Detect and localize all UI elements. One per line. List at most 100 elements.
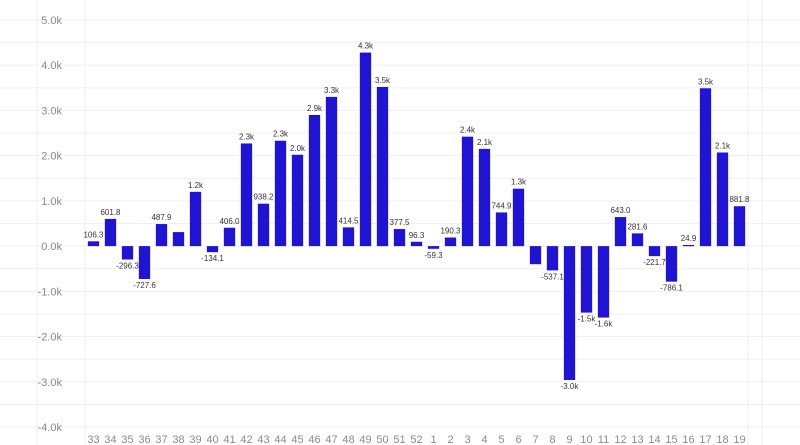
y-tick-label: -1.0k xyxy=(38,286,63,298)
x-tick-label: 33 xyxy=(87,434,99,445)
data-label: 281.6 xyxy=(627,222,648,231)
x-tick-label: 2 xyxy=(447,434,453,445)
data-label: 2.3k xyxy=(239,132,255,141)
x-tick-label: 42 xyxy=(240,434,252,445)
data-label: -786.1 xyxy=(660,284,683,293)
x-tick-label: 5 xyxy=(498,434,504,445)
data-label: 96.3 xyxy=(409,231,425,240)
x-tick-label: 52 xyxy=(410,434,422,445)
bars xyxy=(87,52,746,380)
y-axis-ticks: 5.0k 4.0k 3.0k 2.0k 1.0k 0.0k -1.0k -2.0k -3.0k -… xyxy=(38,15,63,434)
y-tick-label: 4.0k xyxy=(41,60,62,72)
bar xyxy=(478,148,491,247)
bar xyxy=(733,206,746,247)
x-tick-label: 3 xyxy=(464,434,470,445)
x-tick-label: 13 xyxy=(631,434,643,445)
data-label: 377.5 xyxy=(389,218,410,227)
bar xyxy=(444,237,457,247)
bar xyxy=(393,229,406,247)
data-label: 1.3k xyxy=(511,178,527,187)
y-tick-label: 5.0k xyxy=(41,15,62,27)
data-label: 2.1k xyxy=(715,142,731,151)
x-tick-label: 4 xyxy=(481,434,487,445)
bar xyxy=(665,246,678,282)
bar xyxy=(495,212,508,247)
data-label: 106.3 xyxy=(83,230,104,239)
bar xyxy=(172,232,185,247)
bar xyxy=(512,188,525,247)
data-label: 2.4k xyxy=(460,126,476,135)
x-tick-label: 47 xyxy=(325,434,337,445)
bar xyxy=(682,244,695,247)
x-tick-label: 14 xyxy=(648,434,660,445)
x-tick-label: 10 xyxy=(580,434,592,445)
x-tick-label: 19 xyxy=(733,434,745,445)
data-label: 1.2k xyxy=(188,181,204,190)
x-tick-label: 35 xyxy=(121,434,133,445)
bar xyxy=(529,246,542,265)
data-label: -59.3 xyxy=(424,251,443,260)
bar xyxy=(121,246,134,260)
y-tick-label: -3.0k xyxy=(38,377,63,389)
data-label: -537.1 xyxy=(541,272,564,281)
x-tick-label: 40 xyxy=(206,434,218,445)
data-label: 406.0 xyxy=(219,217,240,226)
data-labels: 106.3 601.8 -296.3 -727.6 487.9 1.2k -134.1 406… xyxy=(83,42,750,391)
x-tick-label: 8 xyxy=(549,434,555,445)
x-tick-label: 34 xyxy=(104,434,116,445)
data-label: 3.3k xyxy=(324,86,340,95)
x-tick-label: 48 xyxy=(342,434,354,445)
x-axis-ticks: 33 34 35 36 37 38 39 40 41 42 43 44 45 46 47 48 49 50 51 52… xyxy=(87,434,745,445)
x-tick-label: 37 xyxy=(155,434,167,445)
bar xyxy=(461,136,474,247)
data-label: -727.6 xyxy=(133,281,156,290)
x-tick-label: 6 xyxy=(515,434,521,445)
bar xyxy=(87,241,100,247)
y-tick-label: -2.0k xyxy=(38,332,63,344)
bar xyxy=(291,154,304,247)
x-tick-label: 7 xyxy=(532,434,538,445)
bar xyxy=(716,152,729,247)
bar xyxy=(376,86,389,247)
bar xyxy=(155,224,168,247)
data-label: 24.9 xyxy=(681,234,697,243)
bar xyxy=(597,246,610,318)
data-label: 414.5 xyxy=(338,216,359,225)
x-tick-label: 46 xyxy=(308,434,320,445)
x-tick-label: 51 xyxy=(393,434,405,445)
y-tick-label: -4.0k xyxy=(38,422,63,434)
data-label: -1.5k xyxy=(578,315,597,324)
x-tick-label: 16 xyxy=(682,434,694,445)
bar xyxy=(223,227,236,247)
bar xyxy=(206,246,219,253)
bar xyxy=(614,217,627,247)
x-tick-label: 18 xyxy=(716,434,728,445)
data-label: 190.3 xyxy=(440,227,461,236)
data-label: 2.0k xyxy=(290,144,306,153)
bar xyxy=(631,233,644,247)
data-label: 2.1k xyxy=(477,138,493,147)
bar xyxy=(308,114,321,247)
bar xyxy=(648,246,661,257)
x-tick-label: 39 xyxy=(189,434,201,445)
bar xyxy=(359,52,372,247)
x-tick-label: 43 xyxy=(257,434,269,445)
bar xyxy=(342,227,355,247)
bar xyxy=(563,246,576,380)
x-tick-label: 45 xyxy=(291,434,303,445)
x-tick-label: 36 xyxy=(138,434,150,445)
data-label: 3.5k xyxy=(375,76,391,85)
x-tick-label: 41 xyxy=(223,434,235,445)
bar xyxy=(410,241,423,247)
x-tick-label: 49 xyxy=(359,434,371,445)
data-label: 4.3k xyxy=(358,42,374,51)
bar xyxy=(274,140,287,247)
bar xyxy=(580,246,593,313)
data-label: -221.7 xyxy=(643,258,666,267)
x-tick-label: 17 xyxy=(699,434,711,445)
data-label: 2.3k xyxy=(273,130,289,139)
bar xyxy=(189,191,202,247)
data-label: -1.6k xyxy=(595,320,614,329)
bar xyxy=(427,246,440,249)
x-tick-label: 1 xyxy=(430,434,436,445)
